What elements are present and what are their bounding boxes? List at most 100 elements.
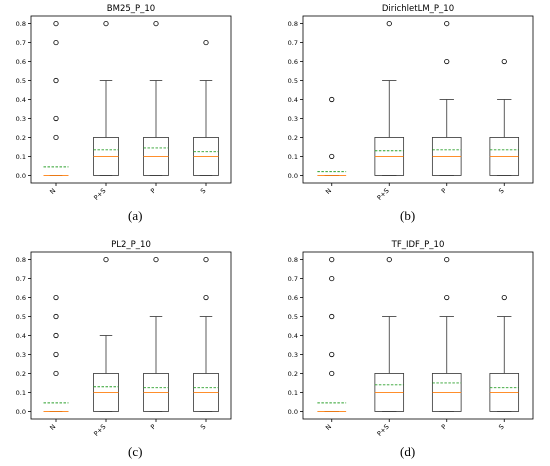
- caption-a: (a): [128, 208, 143, 223]
- y-tick-label: 0.6: [16, 58, 26, 66]
- outlier-point: [103, 256, 109, 263]
- outlier-point: [386, 20, 392, 27]
- x-tick-label: S: [497, 187, 506, 196]
- box-P+S: [93, 20, 119, 176]
- outlier-point: [153, 256, 159, 263]
- y-tick-label: 0.1: [16, 153, 26, 161]
- outlier-point: [53, 351, 59, 358]
- outlier-point: [53, 39, 59, 46]
- y-tick-label: 0.2: [16, 370, 26, 378]
- x-tick-label: S: [199, 187, 208, 196]
- caption-b: (b): [400, 208, 416, 223]
- y-tick-label: 0.3: [16, 115, 26, 123]
- box-N: [43, 294, 69, 412]
- outlier-point: [153, 20, 159, 27]
- caption-d: (d): [400, 444, 416, 459]
- x-tick-label: S: [199, 423, 208, 432]
- x-tick-label: P: [440, 423, 448, 431]
- outlier-point: [444, 256, 450, 263]
- caption-c: (c): [128, 444, 143, 459]
- outlier-point: [53, 134, 59, 141]
- y-tick-label: 0.8: [16, 256, 26, 264]
- y-tick-label: 0.7: [288, 39, 298, 47]
- x-tick-label: N: [48, 423, 57, 432]
- y-tick-label: 0.1: [288, 153, 298, 161]
- outlier-point: [203, 39, 209, 46]
- chart-title: BM25_P_10: [107, 4, 155, 14]
- outlier-point: [53, 294, 59, 301]
- box-S: [489, 294, 520, 412]
- y-tick-label: 0.4: [16, 96, 26, 104]
- y-tick-label: 0.1: [16, 389, 26, 397]
- outlier-point: [329, 351, 335, 358]
- panel-3: PL2_P_10 0.0 0.1 0.2 0.3 0.4 0.5 0.6 0.7 0.8 N P+S P…: [16, 240, 232, 438]
- x-tick-label: S: [497, 423, 506, 432]
- y-tick-label: 0.5: [16, 313, 26, 321]
- plot-frame: [30, 15, 232, 184]
- y-tick-label: 0.7: [16, 275, 26, 283]
- y-tick-label: 0.6: [288, 58, 298, 66]
- outlier-point: [53, 20, 59, 27]
- y-tick-label: 0.4: [288, 96, 298, 104]
- x-tick-label: P+S: [92, 423, 107, 438]
- y-tick-label: 0.5: [288, 77, 298, 85]
- x-tick-label: P+S: [375, 423, 390, 438]
- y-tick-label: 0.7: [16, 39, 26, 47]
- y-tick-label: 0.6: [288, 294, 298, 302]
- y-tick-label: 0.8: [16, 20, 26, 28]
- y-tick-label: 0.0: [16, 408, 26, 416]
- x-tick-label: P: [149, 187, 157, 195]
- outlier-point: [103, 20, 109, 27]
- outlier-point: [329, 153, 335, 160]
- x-tick-label: N: [324, 187, 333, 196]
- outlier-point: [203, 294, 209, 301]
- box-N: [317, 96, 347, 176]
- chart-title: PL2_P_10: [111, 240, 151, 250]
- y-tick-label: 0.0: [16, 172, 26, 180]
- box-P: [143, 20, 169, 176]
- y-tick-label: 0.6: [16, 294, 26, 302]
- box-P: [431, 256, 462, 412]
- outlier-point: [329, 256, 335, 263]
- y-tick-label: 0.2: [16, 134, 26, 142]
- box-N: [317, 256, 347, 412]
- y-tick-label: 0.4: [16, 332, 26, 340]
- x-tick-label: N: [48, 187, 57, 196]
- outlier-point: [53, 115, 59, 122]
- y-tick-label: 0.2: [288, 370, 298, 378]
- outlier-point: [501, 58, 507, 65]
- x-tick-label: P+S: [92, 187, 107, 202]
- panel-2: DirichletLM_P_10 0.0 0.1 0.2 0.3 0.4 0.5 0.6 0.7…: [288, 4, 534, 202]
- outlier-point: [444, 58, 450, 65]
- y-tick-label: 0.3: [16, 351, 26, 359]
- x-tick-label: P: [440, 187, 448, 195]
- y-tick-label: 0.3: [288, 115, 298, 123]
- chart-title: DirichletLM_P_10: [382, 4, 454, 14]
- y-tick-label: 0.3: [288, 351, 298, 359]
- y-tick-label: 0.5: [288, 313, 298, 321]
- box-S: [193, 39, 219, 176]
- y-tick-label: 0.5: [16, 77, 26, 85]
- panel-1: BM25_P_10 0.0 0.1 0.2 0.3 0.4 0.5 0.6 0.7 0.8 N P+S…: [16, 4, 232, 202]
- outlier-point: [501, 294, 507, 301]
- box-P: [143, 256, 169, 412]
- y-tick-label: 0.0: [288, 172, 298, 180]
- outlier-point: [53, 370, 59, 377]
- box-N: [43, 20, 69, 176]
- x-tick-label: P+S: [375, 187, 390, 202]
- outlier-point: [329, 275, 335, 282]
- box-P: [431, 20, 462, 176]
- outlier-point: [53, 313, 59, 320]
- y-tick-label: 0.8: [288, 20, 298, 28]
- y-tick-label: 0.0: [288, 408, 298, 416]
- y-tick-label: 0.7: [288, 275, 298, 283]
- plot-frame: [302, 251, 534, 420]
- chart-title: TF_IDF_P_10: [391, 240, 445, 250]
- outlier-point: [386, 256, 392, 263]
- box-P+S: [374, 20, 405, 176]
- plot-frame: [30, 251, 232, 420]
- outlier-point: [329, 96, 335, 103]
- panel-4: TF_IDF_P_10 0.0 0.1 0.2 0.3 0.4 0.5 0.6 0.7 0.8 N P…: [288, 240, 534, 438]
- box-P+S: [93, 256, 119, 412]
- outlier-point: [203, 256, 209, 263]
